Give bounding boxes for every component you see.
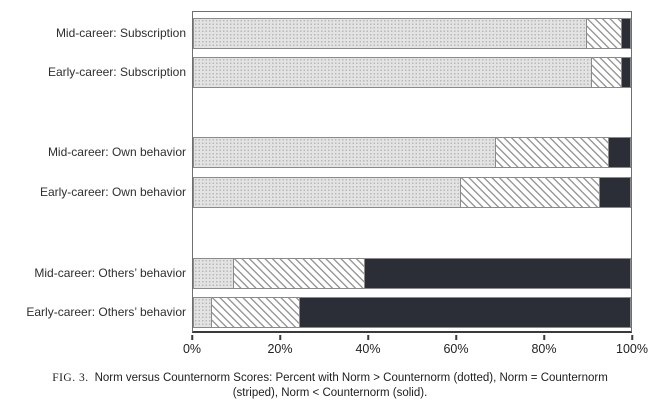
bar-segment-striped (211, 298, 299, 327)
x-axis: 0% 20% 40% 60% 80% 100% (183, 335, 648, 361)
figure-caption-line2: (striped), Norm < Counternorm (solid). (232, 387, 428, 399)
bar-segment-dotted (194, 259, 234, 288)
bar-segment-striped (494, 138, 609, 167)
bar-segment-solid (608, 138, 630, 167)
x-tick (191, 335, 193, 340)
y-axis-label: Mid-career: Others’ behavior (34, 266, 186, 280)
y-axis-label: Early-career: Subscription (47, 65, 186, 79)
y-axis-label: Early-career: Others’ behavior (26, 305, 186, 319)
bar-segment-dotted (194, 138, 495, 167)
x-tick (543, 335, 545, 340)
figure-caption-label: FIG. 3. (52, 372, 89, 384)
bar-segment-solid (599, 178, 630, 207)
x-tick-label: 60% (443, 342, 469, 356)
bar-row (193, 18, 631, 49)
figure-caption: FIG. 3. Norm versus Counternorm Scores: P… (0, 371, 660, 401)
bar-row (193, 258, 631, 289)
x-tick-label: 80% (531, 342, 557, 356)
y-axis-label: Early-career: Own behavior (39, 185, 186, 199)
bar-segment-striped (459, 178, 600, 207)
x-tick (455, 335, 457, 340)
bar-segment-striped (586, 19, 622, 48)
bar-row (193, 177, 631, 208)
y-axis-label: Mid-career: Own behavior (47, 145, 186, 159)
bar-segment-striped (590, 58, 622, 87)
x-tick (279, 335, 281, 340)
x-tick-label: 40% (355, 342, 381, 356)
bar-row (193, 297, 631, 328)
y-axis-label: Mid-career: Subscription (55, 26, 186, 40)
x-tick-label: 100% (616, 342, 648, 356)
bar-segment-solid (298, 298, 630, 327)
x-tick (367, 335, 369, 340)
bar-row (193, 57, 631, 88)
bar-segment-dotted (194, 19, 587, 48)
x-tick (631, 335, 633, 340)
bar-segment-dotted (194, 298, 212, 327)
plot-area (192, 11, 632, 333)
x-tick-label: 20% (267, 342, 293, 356)
bar-row (193, 137, 631, 168)
bar-segment-solid (364, 259, 630, 288)
bar-segment-striped (233, 259, 365, 288)
bar-segment-solid (621, 19, 630, 48)
bar-segment-dotted (194, 178, 460, 207)
figure-caption-line1: Norm versus Counternorm Scores: Percent … (94, 372, 608, 384)
bar-segment-solid (621, 58, 630, 87)
bar-segment-dotted (194, 58, 591, 87)
x-tick-label: 0% (182, 342, 202, 356)
